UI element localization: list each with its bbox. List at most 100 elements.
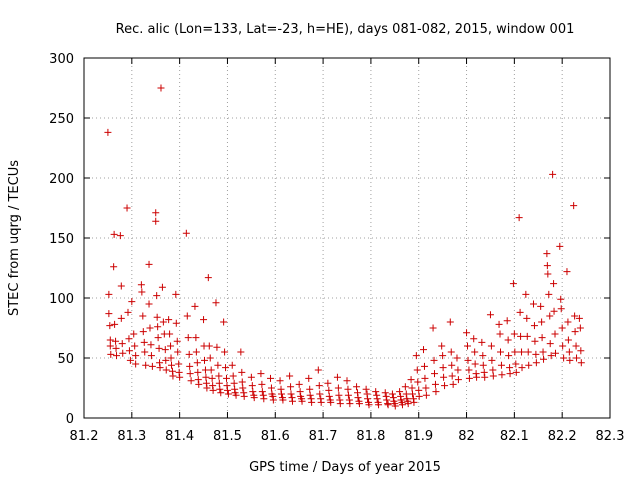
data-point-plus [168, 361, 176, 369]
data-point-plus [139, 328, 147, 336]
data-point-plus [559, 342, 567, 350]
data-point-plus [167, 354, 175, 362]
data-point-plus [413, 366, 421, 374]
data-point-plus [203, 384, 211, 392]
data-point-plus [396, 388, 404, 396]
data-point-plus [381, 389, 389, 397]
data-point-plus [549, 170, 557, 178]
data-point-plus [145, 300, 153, 308]
data-point-plus [464, 342, 472, 350]
data-point-plus [375, 401, 383, 409]
data-point-plus [523, 332, 531, 340]
data-point-plus [343, 377, 351, 385]
data-point-plus [463, 329, 471, 337]
data-point-plus [126, 356, 134, 364]
data-point-plus [193, 359, 201, 367]
y-tick-label: 300 [49, 52, 74, 67]
data-point-plus [215, 372, 223, 380]
data-point-plus [543, 250, 551, 258]
data-point-plus [471, 360, 479, 368]
x-axis-label: GPS time / Days of year 2015 [249, 460, 441, 475]
data-point-plus [523, 314, 531, 322]
data-point-plus [239, 384, 247, 392]
data-point-plus [106, 322, 114, 330]
data-point-plus [184, 334, 192, 342]
data-point-plus [116, 232, 124, 240]
data-point-plus [186, 362, 194, 370]
data-point-plus [186, 370, 194, 378]
data-point-plus [298, 397, 306, 405]
data-point-plus [277, 390, 285, 398]
data-point-plus [488, 356, 496, 364]
data-point-plus [464, 356, 472, 364]
data-point-plus [247, 373, 255, 381]
data-point-plus [250, 394, 258, 402]
x-tick-label: 81.2 [70, 429, 99, 444]
y-axis-tick-labels: 0 50 100 150 200 250 300 [49, 52, 74, 427]
data-point-plus [530, 322, 538, 330]
data-point-plus [362, 385, 370, 393]
data-point-plus [441, 382, 449, 390]
data-point-plus [105, 290, 113, 298]
data-point-plus [551, 349, 559, 357]
data-point-plus [336, 400, 344, 408]
data-point-plus [222, 374, 230, 382]
axis-ticks [83, 57, 611, 419]
data-point-plus [439, 364, 447, 372]
data-point-plus [154, 334, 162, 342]
data-point-plus [306, 385, 314, 393]
x-tick-label: 81.7 [309, 429, 338, 444]
data-point-plus [346, 400, 354, 408]
data-point-plus [238, 368, 246, 376]
data-point-plus [522, 290, 530, 298]
data-point-plus [325, 386, 333, 394]
data-point-plus [404, 400, 412, 408]
data-point-plus [558, 324, 566, 332]
data-point-plus [453, 354, 461, 362]
data-point-plus [146, 324, 154, 332]
data-point-plus [140, 338, 148, 346]
data-point-plus [182, 229, 190, 237]
data-point-plus [447, 348, 455, 356]
data-point-plus [572, 342, 580, 350]
data-point-plus [157, 84, 165, 92]
data-point-plus [540, 355, 548, 363]
data-point-plus [564, 318, 572, 326]
data-point-plus [306, 391, 314, 399]
data-point-plus [154, 323, 162, 331]
data-point-plus [237, 348, 245, 356]
x-tick-label: 81.5 [213, 429, 242, 444]
data-point-plus [438, 342, 446, 350]
data-point-plus [364, 395, 372, 403]
data-point-plus [105, 310, 113, 318]
data-point-plus [391, 402, 399, 410]
data-point-plus [440, 373, 448, 381]
data-point-plus [575, 314, 583, 322]
data-point-plus [509, 280, 517, 288]
data-point-plus [571, 312, 579, 320]
data-point-plus [212, 299, 220, 307]
data-point-plus [130, 330, 138, 338]
data-point-plus [185, 350, 193, 358]
data-point-plus [538, 334, 546, 342]
data-point-plus [529, 300, 537, 308]
plot-frame [83, 57, 611, 419]
data-point-plus [147, 352, 155, 360]
data-point-plus [512, 360, 520, 368]
data-point-plus [324, 379, 332, 387]
data-point-plus [498, 371, 506, 379]
data-point-plus [449, 380, 457, 388]
data-point-plus [287, 383, 295, 391]
data-point-plus [353, 383, 361, 391]
data-point-plus [439, 352, 447, 360]
data-point-plus [495, 320, 503, 328]
data-point-plus [415, 392, 423, 400]
data-point-plus [538, 318, 546, 326]
data-point-plus [166, 330, 174, 338]
x-tick-label: 82 [458, 429, 475, 444]
data-point-plus [546, 312, 554, 320]
data-point-plus [334, 384, 342, 392]
y-tick-label: 50 [57, 352, 74, 367]
data-point-plus [355, 400, 363, 408]
